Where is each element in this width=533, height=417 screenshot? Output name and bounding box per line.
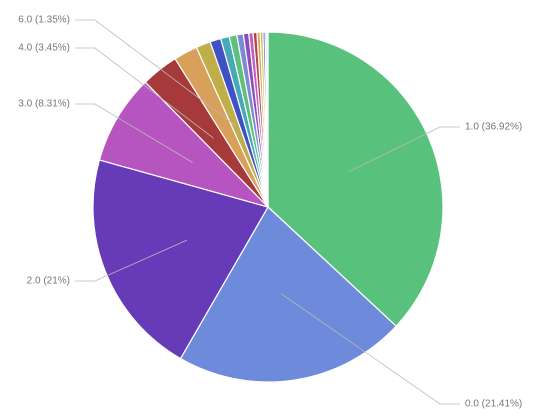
- leader-line: [75, 103, 193, 163]
- leader-line: [75, 239, 188, 282]
- leader-line: [75, 19, 236, 127]
- slice-label: 2.0 (21%): [27, 276, 70, 287]
- slice-label: 1.0 (36.92%): [465, 122, 522, 133]
- slice-label: 3.0 (8.31%): [18, 99, 70, 110]
- leader-line: [348, 126, 460, 173]
- leader-line: [75, 47, 215, 139]
- pie-slice: [98, 81, 271, 209]
- slice-label: 4.0 (3.45%): [18, 43, 70, 54]
- slice-label: 6.0 (1.35%): [18, 15, 70, 26]
- pie-slice: [179, 206, 398, 383]
- slice-label: 0.0 (21.41%): [465, 399, 522, 410]
- pie-slice: [266, 31, 269, 208]
- leader-line: [280, 293, 460, 405]
- pie-slice: [92, 159, 269, 360]
- pie-slice: [267, 31, 444, 328]
